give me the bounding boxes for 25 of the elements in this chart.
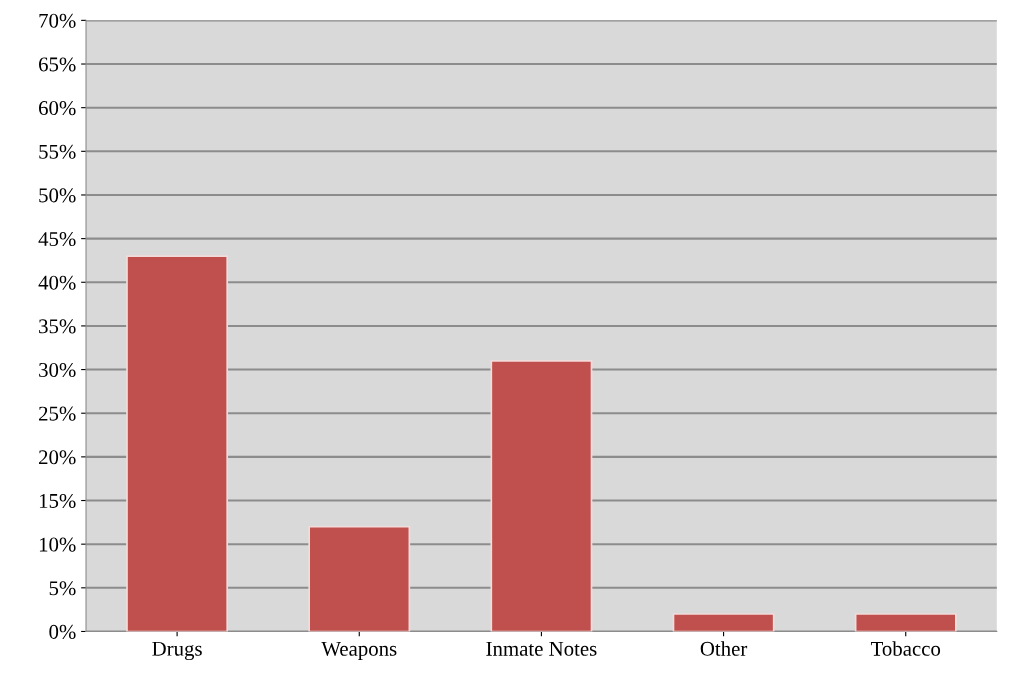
- y-tick-label: 10%: [39, 537, 76, 552]
- x-tick-label: Inmate Notes: [486, 642, 597, 656]
- y-tick-label: 5%: [49, 581, 76, 596]
- x-tick-label: Drugs: [152, 641, 202, 661]
- y-tick-label: 25%: [39, 406, 76, 421]
- y-tick-label: 45%: [38, 231, 76, 247]
- y-tick-label: 65%: [39, 57, 76, 72]
- bar: [126, 255, 229, 632]
- y-tick-label: 70%: [39, 13, 76, 28]
- y-tick-label: 0%: [49, 624, 76, 639]
- x-tick-label: Other: [700, 641, 748, 656]
- bar: [490, 360, 593, 632]
- y-tick-label: 55%: [39, 144, 76, 159]
- y-tick-label: 20%: [39, 450, 76, 465]
- y-tick-label: 35%: [39, 319, 76, 334]
- y-tick-label: 40%: [38, 275, 76, 290]
- bar: [672, 613, 775, 632]
- y-tick-label: 15%: [39, 493, 76, 509]
- y-tick-label: 60%: [39, 101, 76, 116]
- x-tick-label: Weapons: [321, 642, 397, 661]
- y-tick-label: 30%: [39, 362, 76, 378]
- y-tick-label: 50%: [39, 188, 76, 203]
- x-tick-label: Tobacco: [870, 641, 941, 656]
- bar: [854, 613, 957, 632]
- bar: [308, 525, 411, 632]
